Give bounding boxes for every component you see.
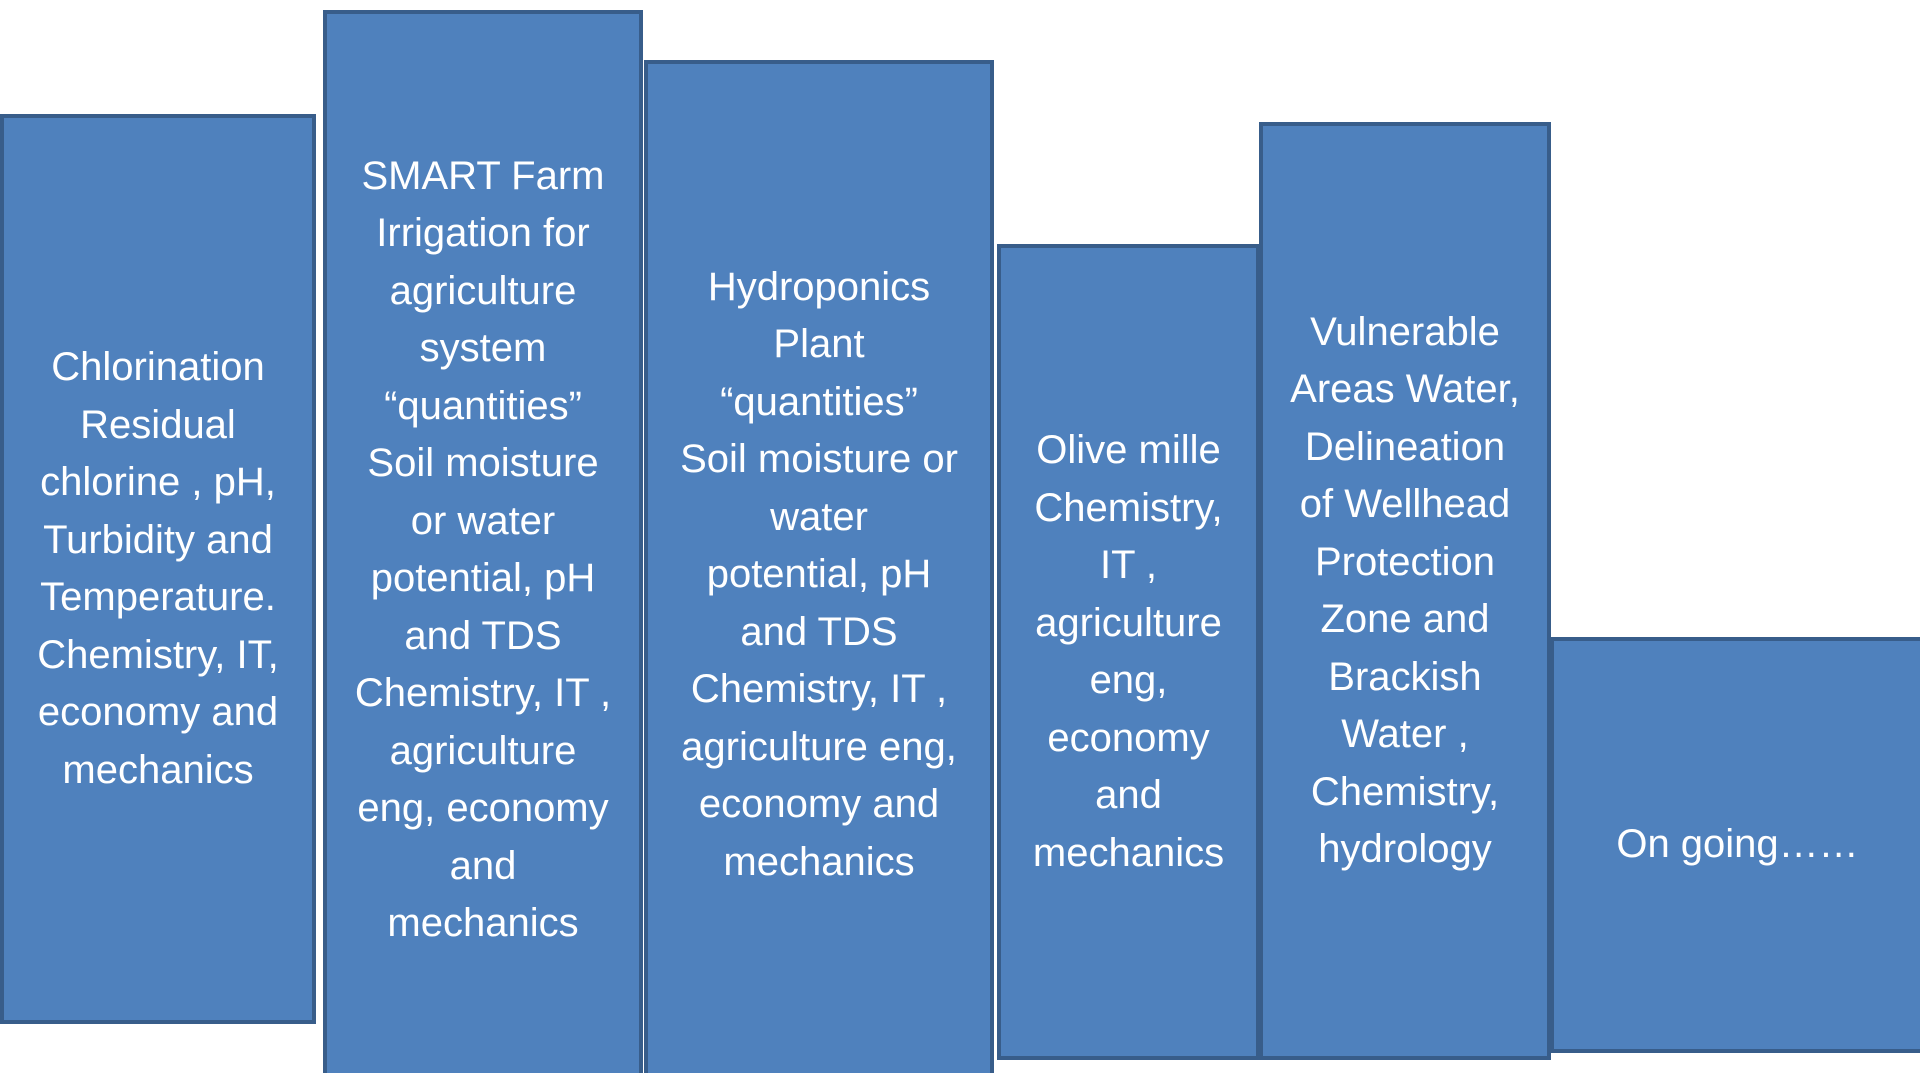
box-text: Areas Water, (1290, 367, 1520, 411)
topic-box: On going…… (1550, 637, 1920, 1053)
box-text: eng, (1089, 658, 1168, 702)
box-text: “quantities” (384, 383, 582, 428)
box-text: Chemistry, IT , (354, 671, 612, 715)
box-text: agriculture (389, 728, 577, 773)
box-text: Brackish (1328, 654, 1482, 699)
box-text: Vulnerable (1310, 309, 1500, 354)
box-text: Chemistry, IT, (37, 632, 279, 677)
box-text: IT , (1099, 543, 1158, 587)
topic-box: Vulnerable Areas Water, Delineation of Well… (1259, 122, 1551, 1060)
box-text: Delineation (1304, 424, 1506, 469)
box-text: system (419, 326, 547, 370)
box-text: “quantities” (720, 379, 918, 424)
box-text: Chlorination (51, 345, 265, 389)
box-text: hydrology (1318, 827, 1492, 871)
box-text: Residual (80, 402, 236, 447)
box-text: potential, pH (706, 552, 932, 597)
box-text: and TDS (404, 613, 562, 658)
box-text: Olive mille (1036, 428, 1221, 472)
box-text: Zone and (1320, 597, 1490, 641)
topic-box: SMART Farm Irrigation for agriculture syste… (323, 10, 643, 1073)
box-text: mechanics (723, 839, 915, 884)
box-text: Soil moisture or (680, 437, 958, 482)
box-text: SMART Farm (361, 153, 605, 198)
box-text: mechanics (62, 747, 254, 792)
box-text: economy and (37, 690, 279, 734)
box-text: Chemistry, IT , (690, 667, 948, 712)
box-text: Turbidity and (43, 517, 273, 562)
box-text: agriculture eng, (681, 724, 957, 769)
box-text: Water , (1341, 712, 1469, 756)
box-text: potential, pH (370, 556, 596, 600)
topic-box: Olive mille Chemistry, IT , agriculture eng,… (997, 244, 1260, 1060)
box-text: and (449, 843, 517, 888)
box-text: or water (410, 498, 556, 543)
box-text: agriculture (389, 268, 577, 313)
box-text: Hydroponics (707, 264, 931, 309)
box-text: economy and (698, 782, 940, 827)
box-text: mechanics (1032, 830, 1225, 875)
box-text: Soil moisture (367, 441, 599, 485)
box-text: Chemistry, (1310, 769, 1500, 814)
topic-box: Chlorination Residual chlorine , pH, Turbid… (0, 114, 316, 1024)
box-text: On going…… (1616, 822, 1859, 867)
box-text: Chemistry, (1034, 485, 1223, 530)
box-text: eng, economy (357, 786, 609, 830)
box-text: economy (1047, 715, 1210, 760)
box-text: Plant (773, 322, 865, 367)
box-text: Irrigation for (376, 211, 590, 255)
box-text: of Wellhead (1299, 482, 1511, 526)
box-text: Temperature. (40, 575, 276, 619)
box-text: water (770, 494, 868, 539)
box-text: and (1095, 773, 1162, 817)
box-text: chlorine , pH, (40, 460, 276, 504)
box-text: Protection (1314, 539, 1496, 584)
box-text: agriculture (1035, 600, 1222, 645)
box-text: mechanics (387, 901, 579, 945)
topic-box: Hydroponics Plant “quantities” Soil moistur… (644, 60, 994, 1073)
box-text: and TDS (740, 609, 898, 654)
